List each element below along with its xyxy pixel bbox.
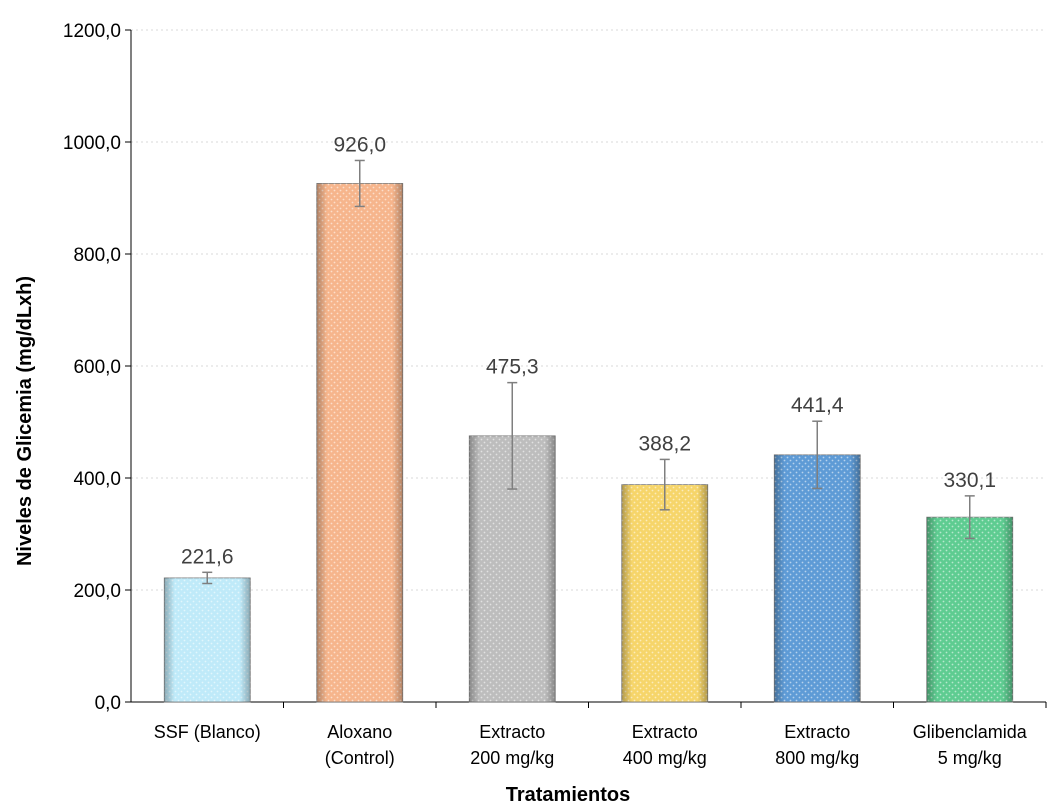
y-tick-label: 200,0 — [73, 581, 121, 602]
y-tick-label: 1000,0 — [63, 133, 121, 154]
data-label: 330,1 — [943, 469, 996, 492]
bars — [163, 183, 1014, 703]
category-label: 200 mg/kg — [470, 748, 554, 768]
gridlines — [131, 29, 1046, 591]
data-label: 388,2 — [638, 432, 691, 455]
error-bars — [202, 159, 975, 585]
category-label: Aloxano — [327, 722, 392, 742]
x-axis-title: Tratamientos — [506, 784, 630, 806]
bar-shading — [316, 183, 403, 702]
bar-shading — [164, 577, 251, 702]
category-label: SSF (Blanco) — [154, 722, 261, 742]
axes: 0,0 200,0 400,0 600,0 800,0 1000,0 1200,0 — [63, 21, 1047, 714]
category-label: 5 mg/kg — [938, 748, 1002, 768]
data-label: 926,0 — [333, 133, 386, 156]
data-label: 475,3 — [486, 356, 539, 379]
category-label: Extracto — [479, 722, 545, 742]
bar-shading — [926, 517, 1013, 702]
category-label: Glibenclamida — [913, 722, 1028, 742]
y-tick-label: 0,0 — [95, 693, 121, 714]
category-label: Extracto — [632, 722, 698, 742]
category-label: 400 mg/kg — [623, 748, 707, 768]
y-tick-label: 600,0 — [73, 357, 121, 378]
y-tick-label: 1200,0 — [63, 21, 121, 42]
y-tick-label: 400,0 — [73, 469, 121, 490]
data-label: 441,4 — [791, 394, 844, 417]
data-label: 221,6 — [181, 545, 234, 568]
y-tick-label: 800,0 — [73, 245, 121, 266]
category-label: (Control) — [325, 748, 395, 768]
y-axis-title: Niveles de Glicemia (mg/dLxh) — [14, 276, 36, 566]
labels: 221,6 SSF (Blanco) 926,0 Aloxano (Control) 47… — [154, 133, 1028, 768]
category-label: 800 mg/kg — [775, 748, 859, 768]
bar-shading — [774, 454, 861, 702]
bar-shading — [621, 484, 708, 702]
category-label: Extracto — [784, 722, 850, 742]
